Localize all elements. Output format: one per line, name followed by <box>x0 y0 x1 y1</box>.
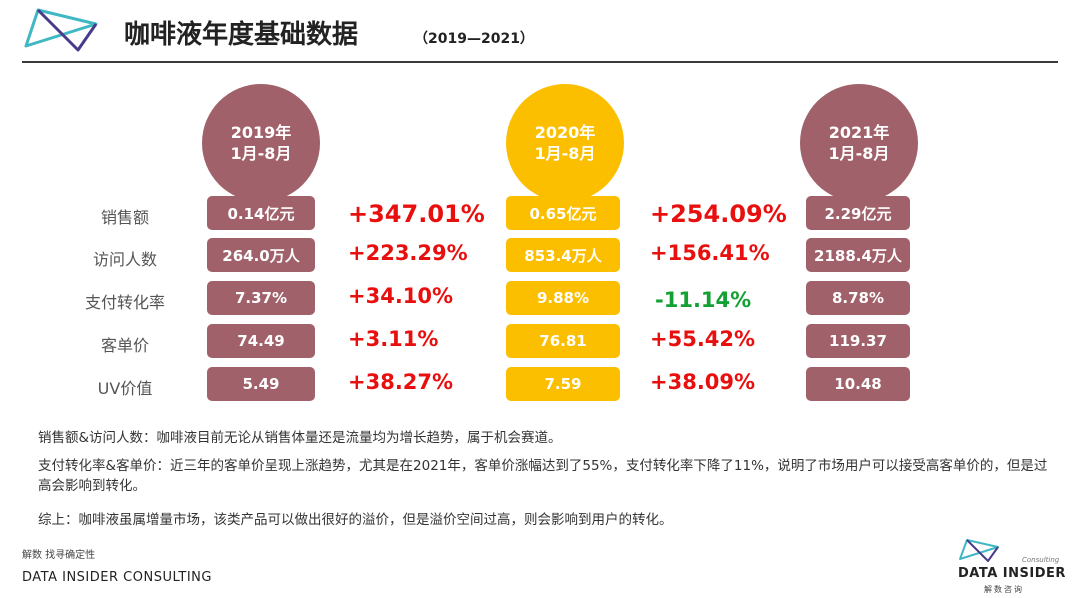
year-circle-2019: 2019年 1月-8月 <box>202 84 320 202</box>
brand-name-cn: 解数咨询 <box>984 585 1024 594</box>
growth-2020-visitors: +223.29% <box>348 241 468 265</box>
value-2021-uv-value: 10.48 <box>806 367 910 401</box>
value-2019-avg-order: 74.49 <box>207 324 315 358</box>
growth-2020-uv-value: +38.27% <box>348 370 454 394</box>
growth-2021-uv-value: +38.09% <box>650 370 756 394</box>
row-label-avg-order: 客单价 <box>100 336 149 355</box>
company-name: DATA INSIDER CONSULTING <box>22 570 212 585</box>
period-label: 1月-8月 <box>828 144 890 163</box>
growth-2021-sales: +254.09% <box>650 200 787 228</box>
growth-2020-conversion: +34.10% <box>348 284 454 308</box>
value-2021-sales: 2.29亿元 <box>806 196 910 230</box>
year-circle-2021: 2021年 1月-8月 <box>800 84 918 202</box>
value-2019-conversion: 7.37% <box>207 281 315 315</box>
value-2021-conversion: 8.78% <box>806 281 910 315</box>
triangle-logo-icon <box>959 539 999 562</box>
page-subtitle: （2019—2021） <box>414 31 534 47</box>
year-label: 2019年 <box>230 123 292 142</box>
growth-2021-conversion: -11.14% <box>655 288 752 312</box>
note-sales-visitors: 销售额&访问人数：咖啡液目前无论从销售体量还是流量均为增长趋势，属于机会赛道。 <box>38 430 562 446</box>
row-label-visitors: 访问人数 <box>92 250 157 269</box>
value-2021-visitors: 2188.4万人 <box>806 238 910 272</box>
period-label: 1月-8月 <box>534 144 596 163</box>
value-2021-avg-order: 119.37 <box>806 324 910 358</box>
note-summary: 综上：咖啡液虽属增量市场，该类产品可以做出很好的溢价，但是溢价空间过高，则会影响… <box>38 512 673 528</box>
year-label: 2021年 <box>828 123 890 142</box>
page-title: 咖啡液年度基础数据 <box>124 20 359 50</box>
row-label-sales: 销售额 <box>100 208 149 227</box>
note-conversion-price: 支付转化率&客单价：近三年的客单价呈现上涨趋势，尤其是在2021年，客单价涨幅达… <box>38 458 1048 494</box>
value-2020-visitors: 853.4万人 <box>506 238 620 272</box>
period-label: 1月-8月 <box>230 144 292 163</box>
growth-2021-visitors: +156.41% <box>650 241 770 265</box>
value-2019-visitors: 264.0万人 <box>207 238 315 272</box>
year-label: 2020年 <box>534 123 596 142</box>
value-2020-uv-value: 7.59 <box>506 367 620 401</box>
growth-2020-sales: +347.01% <box>348 200 485 228</box>
triangle-logo-icon <box>24 8 98 52</box>
row-label-uv-value: UV价值 <box>97 379 153 398</box>
value-2020-conversion: 9.88% <box>506 281 620 315</box>
growth-2021-avg-order: +55.42% <box>650 327 756 351</box>
growth-2020-avg-order: +3.11% <box>348 327 439 351</box>
source-text: 解数 找寻确定性 <box>22 550 96 561</box>
header-divider <box>22 61 1058 63</box>
row-label-conversion: 支付转化率 <box>84 293 165 312</box>
brand-name: DATA INSIDER <box>958 566 1066 581</box>
value-2019-sales: 0.14亿元 <box>207 196 315 230</box>
value-2020-sales: 0.65亿元 <box>506 196 620 230</box>
value-2020-avg-order: 76.81 <box>506 324 620 358</box>
value-2019-uv-value: 5.49 <box>207 367 315 401</box>
year-circle-2020: 2020年 1月-8月 <box>506 84 624 202</box>
brand-consulting-label: Consulting <box>1022 556 1060 564</box>
